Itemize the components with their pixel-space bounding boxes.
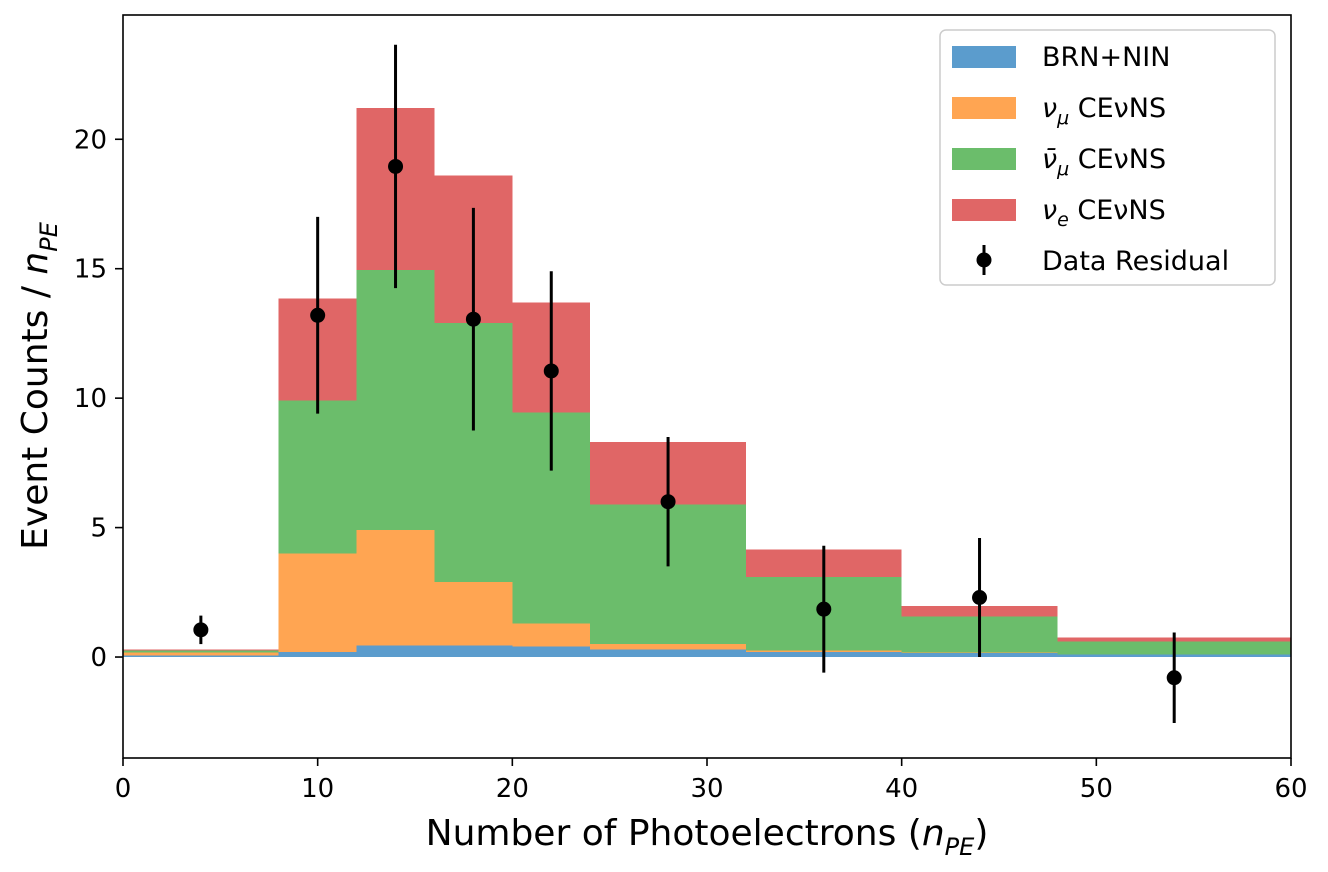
bar-series-1-bin-2 <box>356 530 435 646</box>
x-tick-label-50: 50 <box>1080 774 1113 804</box>
data-point-5 <box>660 494 676 510</box>
data-point-1 <box>310 307 326 323</box>
legend-label-0: BRN+NIN <box>1042 42 1170 73</box>
bar-series-0-bin-0 <box>123 655 279 658</box>
bar-series-1-bin-4 <box>512 623 591 647</box>
bar-series-1-bin-3 <box>434 581 513 646</box>
bar-series-0-bin-2 <box>356 645 435 658</box>
x-tick-label-0: 0 <box>115 774 132 804</box>
legend-label-4: Data Residual <box>1042 246 1229 277</box>
data-point-0 <box>193 622 209 638</box>
legend-label-2: ν̄μ CEνNS <box>1042 144 1166 180</box>
y-tick-label-10: 10 <box>74 384 107 414</box>
legend-frame <box>939 29 1276 286</box>
bar-series-1-bin-0 <box>123 652 279 656</box>
bar-series-3-bin-0 <box>123 649 279 651</box>
x-axis: 0 10 20 30 40 50 60 <box>115 758 1308 804</box>
y-axis-title: Event Counts / nPE <box>15 221 63 550</box>
data-point-3 <box>465 311 481 327</box>
y-tick-label-15: 15 <box>74 255 107 285</box>
y-tick-label-0: 0 <box>90 643 107 673</box>
x-axis-title: Number of Photoelectrons (nPE) <box>426 813 989 861</box>
data-residual-layer <box>193 44 1182 724</box>
legend-label-3: νe CEνNS <box>1042 195 1166 231</box>
y-tick-label-5: 5 <box>90 514 107 544</box>
bar-series-1-bin-1 <box>278 553 357 652</box>
legend-label-1: νμ CEνNS <box>1042 93 1166 129</box>
legend-swatch-2 <box>952 148 1016 170</box>
x-tick-label-40: 40 <box>885 774 918 804</box>
x-tick-label-30: 30 <box>690 774 723 804</box>
legend-point-marker <box>976 252 992 268</box>
y-tick-label-20: 20 <box>74 125 107 155</box>
bar-series-0-bin-4 <box>512 646 591 658</box>
legend: BRN+NIN νμ CEνNS ν̄μ CEνNS νe CEνNS Data Res… <box>939 29 1276 286</box>
bar-series-0-bin-3 <box>434 645 513 658</box>
bar-series-2-bin-2 <box>356 270 435 531</box>
legend-swatch-1 <box>952 97 1016 119</box>
data-point-4 <box>543 363 559 379</box>
legend-swatch-0 <box>952 46 1016 68</box>
data-point-6 <box>816 601 832 617</box>
x-tick-label-20: 20 <box>496 774 529 804</box>
data-point-7 <box>972 589 988 605</box>
bar-series-0-bin-1 <box>278 651 357 658</box>
y-axis: 0 5 10 15 20 <box>74 125 123 673</box>
bar-series-2-bin-0 <box>123 650 279 653</box>
bars-layer <box>123 108 1291 658</box>
bar-series-0-bin-5 <box>590 649 746 658</box>
data-point-8 <box>1166 670 1182 686</box>
x-tick-label-60: 60 <box>1274 774 1307 804</box>
x-tick-label-10: 10 <box>301 774 334 804</box>
legend-swatch-3 <box>952 199 1016 221</box>
data-point-2 <box>388 158 404 174</box>
bar-series-1-bin-5 <box>590 644 746 650</box>
bar-series-2-bin-1 <box>278 400 357 554</box>
